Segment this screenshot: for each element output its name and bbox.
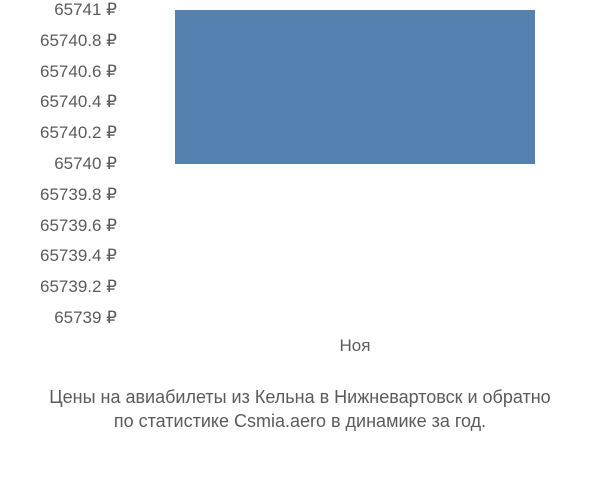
caption-line-1: Цены на авиабилеты из Кельна в Нижневарт… (0, 385, 600, 409)
y-tick-label: 65740.6 ₽ (0, 62, 117, 82)
bar (175, 10, 536, 164)
y-tick-label: 65739.8 ₽ (0, 185, 117, 205)
y-tick-label: 65739 ₽ (0, 308, 117, 328)
y-tick-label: 65739.4 ₽ (0, 246, 117, 266)
y-tick-label: 65740.4 ₽ (0, 92, 117, 112)
price-chart: Цены на авиабилеты из Кельна в Нижневарт… (0, 0, 600, 500)
y-tick-label: 65741 ₽ (0, 0, 117, 20)
y-tick-label: 65740.8 ₽ (0, 31, 117, 51)
caption-line-2: по статистике Csmia.aero в динамике за г… (0, 409, 600, 433)
y-tick-label: 65739.2 ₽ (0, 277, 117, 297)
chart-caption: Цены на авиабилеты из Кельна в Нижневарт… (0, 385, 600, 434)
x-tick-label: Ноя (340, 336, 371, 356)
y-tick-label: 65740 ₽ (0, 154, 117, 174)
y-tick-label: 65739.6 ₽ (0, 216, 117, 236)
y-tick-label: 65740.2 ₽ (0, 123, 117, 143)
